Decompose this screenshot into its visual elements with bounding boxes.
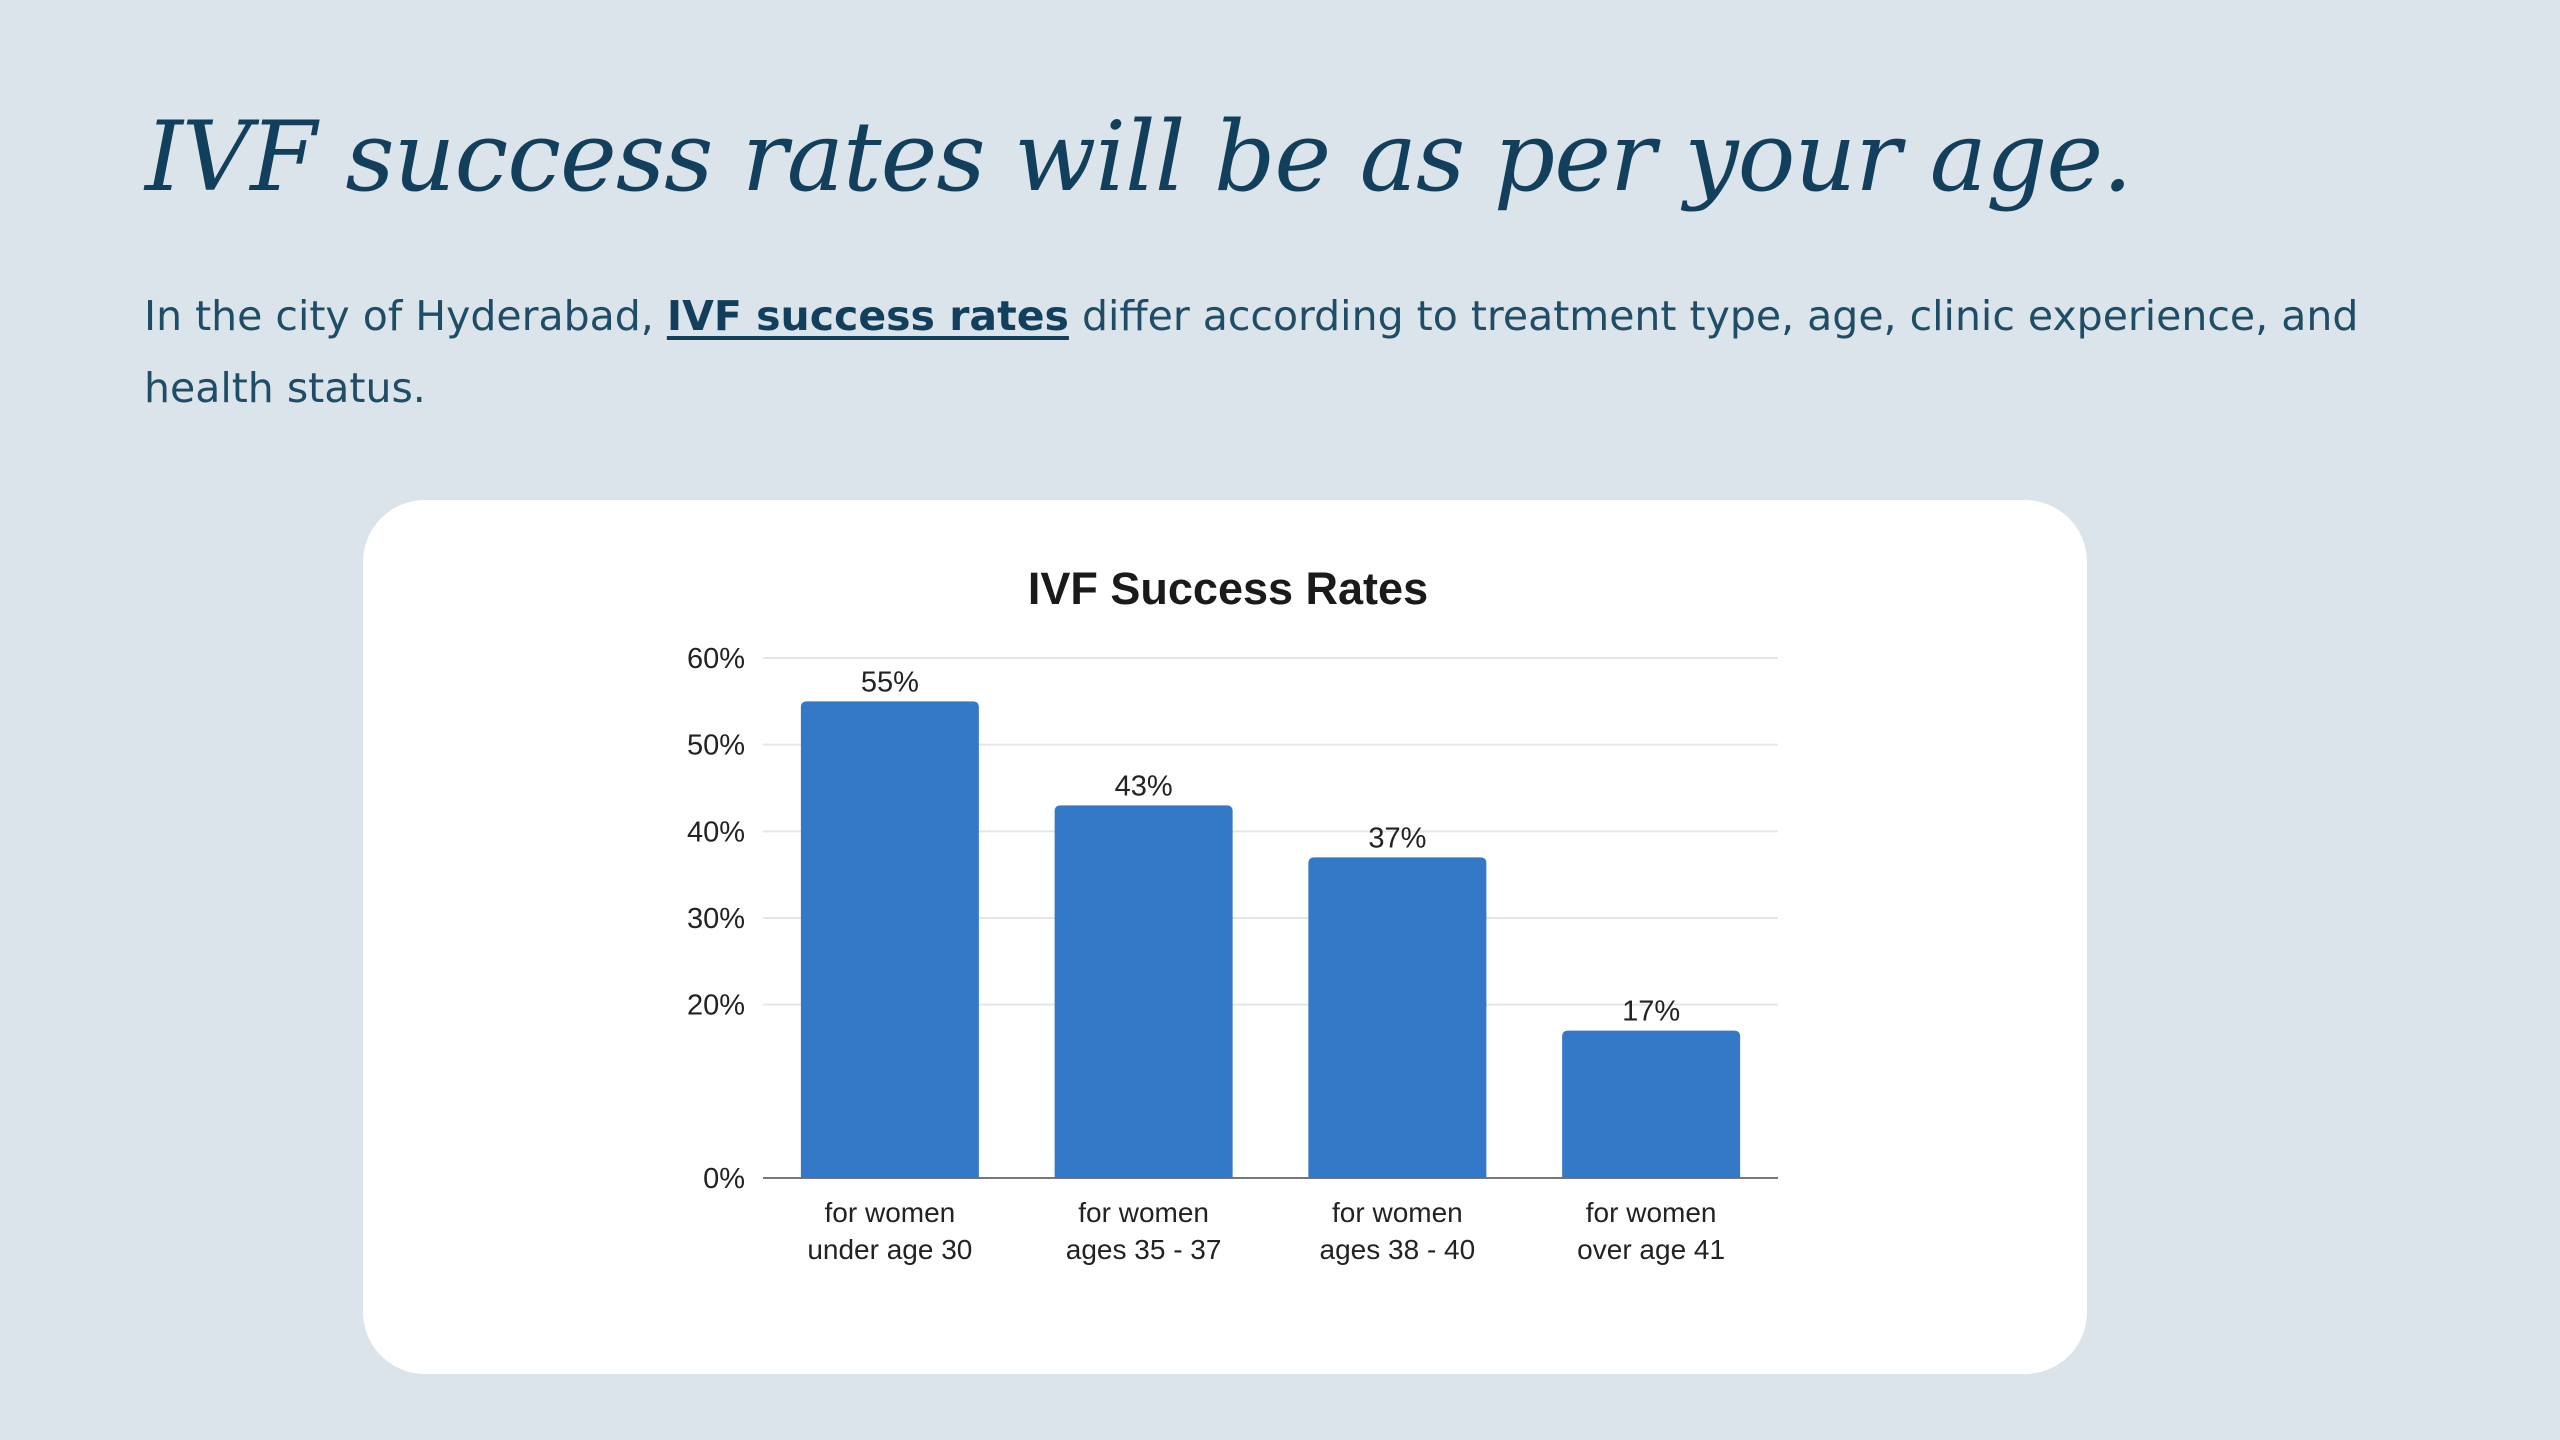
chart-card: IVF Success Rates 0% 20% 30% 40% 50% 60% 55% fo… — [363, 500, 2087, 1374]
y-tick-label: 20% — [687, 990, 745, 1022]
x-category-label: for women — [1332, 1197, 1463, 1228]
x-category-label: over age 41 — [1577, 1234, 1725, 1265]
x-category-label: ages 35 - 37 — [1066, 1234, 1222, 1265]
intro-paragraph: In the city of Hyderabad, IVF success ra… — [144, 280, 2434, 424]
page-heading: IVF success rates will be as per your ag… — [145, 101, 2133, 213]
y-tick-label: 0% — [703, 1163, 745, 1195]
ivf-success-rates-link[interactable]: IVF success rates — [666, 292, 1069, 340]
x-category-label: for women — [1586, 1197, 1717, 1228]
y-tick-label: 60% — [687, 643, 745, 675]
chart-title: IVF Success Rates — [1028, 563, 1428, 614]
data-label: 17% — [1622, 996, 1680, 1028]
intro-text-start: In the city of Hyderabad, — [144, 292, 667, 340]
y-tick-label: 40% — [687, 816, 745, 848]
y-tick-label: 50% — [687, 730, 745, 762]
data-label: 55% — [861, 666, 919, 698]
bar — [800, 701, 979, 1178]
x-category-label: under age 30 — [807, 1234, 972, 1265]
y-tick-label: 30% — [687, 903, 745, 935]
intro-text-end: differ according to treatment type, age,… — [144, 292, 2359, 412]
x-category-label: for women — [1078, 1197, 1209, 1228]
data-label: 43% — [1115, 770, 1173, 802]
x-category-label: ages 38 - 40 — [1320, 1234, 1476, 1265]
bar — [1308, 857, 1487, 1178]
bar — [1054, 805, 1233, 1178]
data-label: 37% — [1368, 822, 1426, 854]
ivf-success-rates-chart: IVF Success Rates 0% 20% 30% 40% 50% 60% 55% fo… — [687, 563, 1778, 1265]
bar — [1562, 1030, 1741, 1178]
x-category-label: for women — [825, 1197, 956, 1228]
